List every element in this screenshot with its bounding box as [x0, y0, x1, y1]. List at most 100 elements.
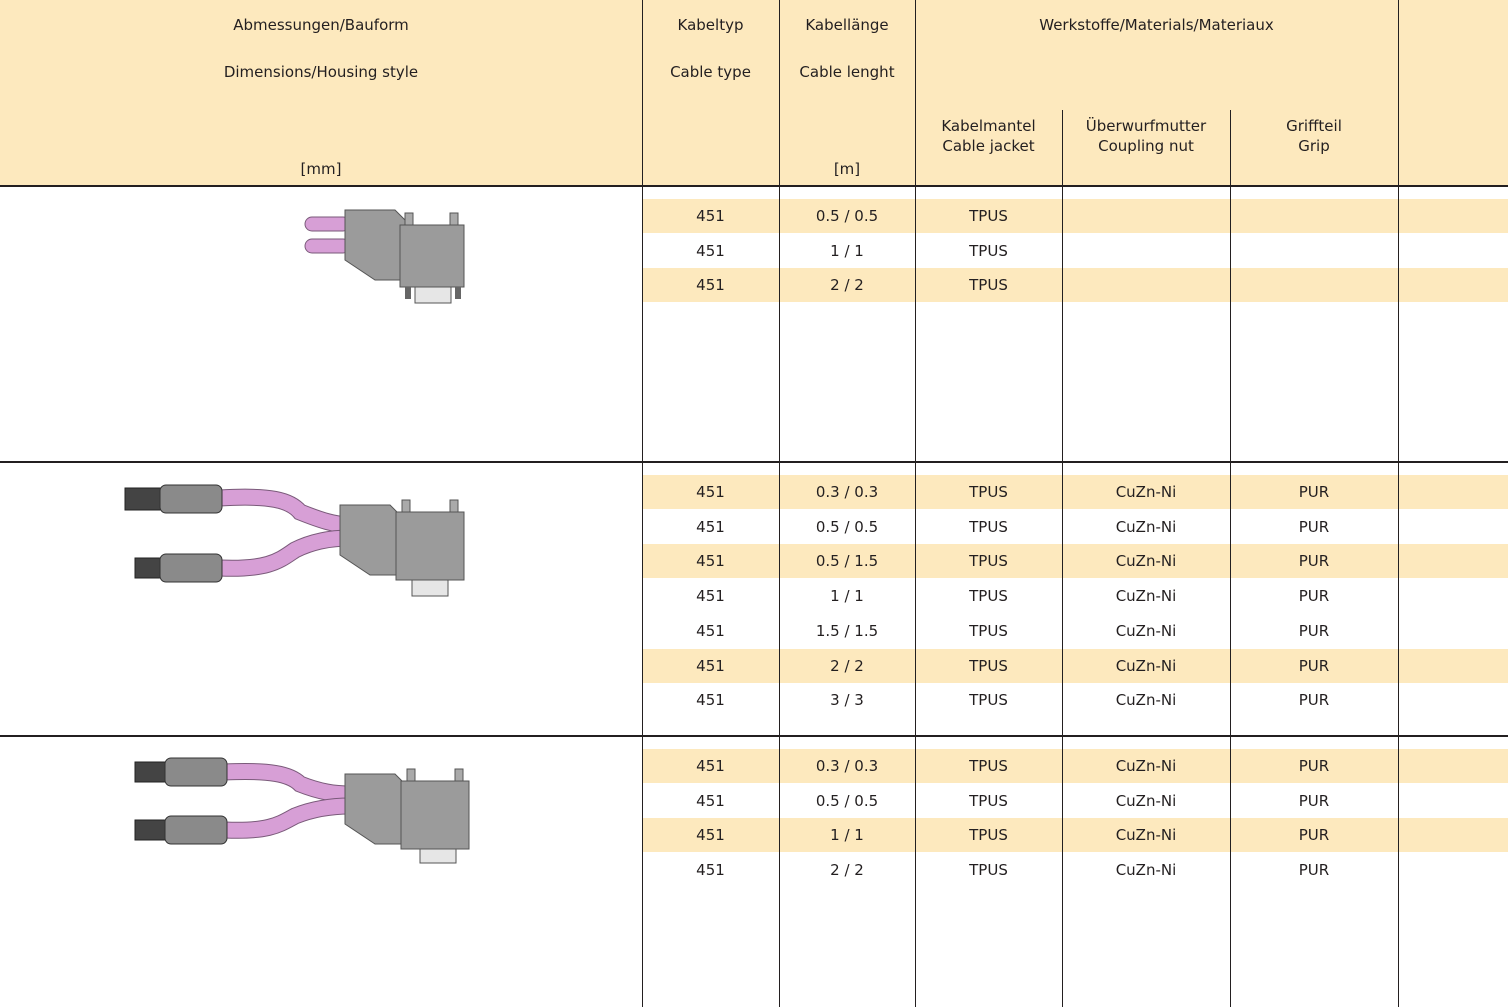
- header-text: Coupling nut: [1098, 137, 1194, 155]
- cell: 451: [696, 826, 725, 845]
- cell: TPUS: [969, 552, 1008, 571]
- row-highlight: [642, 818, 1508, 853]
- cell: PUR: [1298, 861, 1330, 880]
- cell: 2 / 2: [830, 656, 864, 675]
- cell: 1.5 / 1.5: [815, 621, 879, 640]
- cell: 451: [696, 552, 725, 571]
- cell: 451: [696, 791, 725, 810]
- column-line: [779, 0, 780, 1007]
- cell: TPUS: [969, 861, 1008, 880]
- section-line: [0, 185, 1508, 187]
- cell: TPUS: [969, 757, 1008, 775]
- row-highlight: [642, 749, 1508, 783]
- cell: CuZn-Ni: [1115, 587, 1177, 606]
- cell: PUR: [1298, 483, 1330, 501]
- cell: CuZn-Ni: [1115, 517, 1177, 536]
- cell: TPUS: [969, 691, 1008, 710]
- header-text: Kabellänge: [805, 16, 889, 34]
- cell: 0.3 / 0.3: [815, 483, 879, 501]
- cell: CuZn-Ni: [1115, 656, 1177, 675]
- cell: CuZn-Ni: [1115, 791, 1177, 810]
- cell: 451: [696, 517, 725, 536]
- header-text: Abmessungen/Bauform: [233, 16, 409, 34]
- header-text: Cable lenght: [799, 63, 895, 81]
- cell: TPUS: [969, 587, 1008, 606]
- cell: 2 / 2: [830, 276, 864, 295]
- header-text: Cable type: [670, 63, 751, 81]
- cell: TPUS: [969, 241, 1008, 260]
- cell: CuZn-Ni: [1115, 861, 1177, 880]
- cell: 1 / 1: [830, 241, 864, 260]
- cell: 451: [696, 276, 725, 295]
- header-text: Überwurfmutter: [1085, 117, 1207, 135]
- connector-image: [134, 757, 470, 864]
- connector-image: [304, 209, 465, 304]
- cell: TPUS: [969, 276, 1008, 295]
- cell: 451: [696, 757, 725, 775]
- connector-image: [124, 484, 465, 597]
- cell: CuZn-Ni: [1115, 483, 1177, 501]
- row-highlight: [642, 475, 1508, 509]
- column-line: [642, 0, 643, 1007]
- cell: TPUS: [969, 207, 1008, 225]
- cell: PUR: [1298, 587, 1330, 606]
- header-text: Kabeltyp: [677, 16, 744, 34]
- header-text: Kabelmantel: [941, 117, 1036, 135]
- cell: TPUS: [969, 826, 1008, 845]
- cell: TPUS: [969, 656, 1008, 675]
- cell: 1 / 1: [830, 587, 864, 606]
- cell: CuZn-Ni: [1115, 757, 1177, 775]
- header-text: Griffteil: [1286, 117, 1342, 135]
- cell: 451: [696, 207, 725, 225]
- cell: PUR: [1298, 826, 1330, 845]
- row-highlight: [642, 199, 1508, 233]
- cell: 0.5 / 0.5: [815, 517, 879, 536]
- header-text: Cable jacket: [942, 137, 1035, 155]
- cell: 451: [696, 621, 725, 640]
- header-text: [mm]: [300, 160, 342, 178]
- cell: CuZn-Ni: [1115, 691, 1177, 710]
- column-line: [1398, 0, 1399, 1007]
- cell: TPUS: [969, 517, 1008, 536]
- section-line: [0, 461, 1508, 463]
- cell: PUR: [1298, 791, 1330, 810]
- column-line: [915, 0, 916, 1007]
- header-text: Grip: [1298, 137, 1330, 155]
- cell: 3 / 3: [830, 691, 864, 710]
- cell: PUR: [1298, 517, 1330, 536]
- column-line: [1230, 110, 1231, 1007]
- cell: PUR: [1298, 621, 1330, 640]
- cell: 0.5 / 0.5: [815, 207, 879, 225]
- cell: TPUS: [969, 791, 1008, 810]
- cell: 0.5 / 0.5: [815, 791, 879, 810]
- cell: PUR: [1298, 656, 1330, 675]
- header-text: [m]: [833, 160, 861, 178]
- header-text: Dimensions/Housing style: [223, 63, 419, 81]
- cell: 451: [696, 656, 725, 675]
- cell: CuZn-Ni: [1115, 552, 1177, 571]
- cell: PUR: [1298, 757, 1330, 775]
- cell: 451: [696, 483, 725, 501]
- row-highlight: [642, 268, 1508, 303]
- row-highlight: [642, 648, 1508, 683]
- section-line: [0, 735, 1508, 737]
- cell: TPUS: [969, 483, 1008, 501]
- cell: 451: [696, 861, 725, 880]
- cell: 451: [696, 691, 725, 710]
- cell: 1 / 1: [830, 826, 864, 845]
- row-highlight: [642, 544, 1508, 579]
- cell: 0.3 / 0.3: [815, 757, 879, 775]
- cell: PUR: [1298, 691, 1330, 710]
- header: Abmessungen/Bauform Dimensions/Housing s…: [0, 0, 1508, 186]
- cell: 0.5 / 1.5: [815, 552, 879, 571]
- cell: PUR: [1298, 552, 1330, 571]
- cell: 2 / 2: [830, 861, 864, 880]
- cell: TPUS: [969, 621, 1008, 640]
- cell: CuZn-Ni: [1115, 621, 1177, 640]
- cell: 451: [696, 587, 725, 606]
- header-text: Werkstoffe/Materials/Materiaux: [1039, 16, 1274, 34]
- cell: CuZn-Ni: [1115, 826, 1177, 845]
